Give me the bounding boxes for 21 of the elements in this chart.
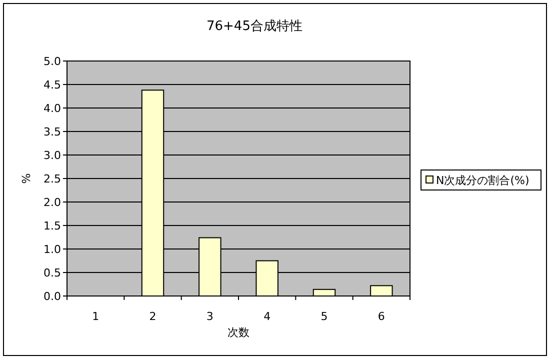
y-tick-label: 1.5 xyxy=(44,220,61,232)
y-tick-label: 1.0 xyxy=(44,243,61,256)
y-tick-label: 4.0 xyxy=(44,102,61,115)
x-tick-label: 3 xyxy=(206,310,214,323)
x-tick-label: 2 xyxy=(149,310,156,323)
y-tick-label: 0.0 xyxy=(44,290,61,303)
y-tick-label: 3.5 xyxy=(44,126,61,138)
y-tick-label: 4.5 xyxy=(44,78,61,92)
y-tick-label: 5.0 xyxy=(44,55,61,68)
y-axis-title: % xyxy=(20,173,33,184)
x-tick-label: 4 xyxy=(264,310,271,323)
x-axis-title: 次数 xyxy=(228,326,250,339)
x-tick-label: 1 xyxy=(92,310,100,323)
x-tick-label: 5 xyxy=(320,310,328,323)
y-tick-label: 3.0 xyxy=(44,149,61,162)
y-tick-label: 2.5 xyxy=(44,172,61,186)
legend-label: N次成分の割合(%) xyxy=(436,174,530,187)
x-tick-label: 6 xyxy=(378,310,385,323)
y-tick-label: 0.5 xyxy=(44,266,61,280)
y-tick-label: 2.0 xyxy=(44,196,61,209)
chart-title: 76+45合成特性 xyxy=(206,19,302,34)
